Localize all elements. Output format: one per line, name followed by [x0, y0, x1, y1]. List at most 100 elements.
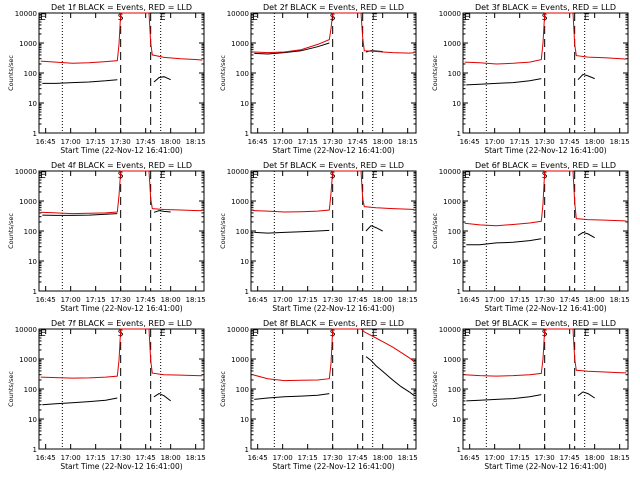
x-axis-label: Start Time (22-Nov-12 16:41:00): [60, 462, 182, 471]
x-tick-label: 18:00: [585, 454, 605, 462]
plot-frame: [38, 170, 205, 292]
y-tick-label: 1000: [443, 356, 461, 364]
marker-label: E: [160, 171, 166, 181]
panel-6: Det 6f BLACK = Events, RED = LLD 1 10 100 10…: [431, 161, 630, 313]
series-lld-line: [464, 12, 627, 65]
y-axis-label: Counts/sec: [7, 55, 15, 91]
y-tick-label: 10: [452, 416, 461, 424]
x-tick-label: 17:45: [348, 296, 368, 304]
x-tick-label: 17:30: [323, 296, 343, 304]
y-axis-label: Counts/sec: [219, 55, 227, 91]
panel-3: Det 3f BLACK = Events, RED = LLD 1 10 100 10…: [431, 3, 630, 155]
y-tick-label: 1: [245, 130, 249, 138]
y-tick-label: 100: [24, 386, 37, 394]
y-tick-label: 1: [245, 446, 249, 454]
x-tick-label: 17:15: [86, 296, 106, 304]
marker-label: E: [40, 329, 46, 339]
panel-5: Det 5f BLACK = Events, RED = LLD 1 10 100 10…: [219, 161, 418, 313]
x-tick-label: 17:30: [323, 138, 343, 146]
plot-frame: [462, 12, 629, 134]
x-tick-label: 16:45: [248, 296, 268, 304]
marker-label: E: [584, 13, 590, 23]
x-tick-label: 17:45: [136, 138, 156, 146]
x-tick-label: 17:45: [136, 454, 156, 462]
series-events-line: [153, 76, 171, 83]
x-tick-label: 17:30: [323, 454, 343, 462]
x-tick-label: 17:15: [86, 454, 106, 462]
y-tick-label: 100: [24, 70, 37, 78]
series-events-line: [254, 229, 330, 234]
y-tick-label: 100: [236, 228, 249, 236]
marker-label: E: [372, 13, 378, 23]
x-tick-label: 16:45: [248, 138, 268, 146]
series-events-line: [254, 393, 330, 400]
x-tick-label: 18:00: [161, 296, 181, 304]
panel-title: Det 4f BLACK = Events, RED = LLD: [51, 161, 192, 170]
marker-label: E: [464, 13, 470, 23]
plot-frame: [250, 12, 417, 134]
panel-title: Det 1f BLACK = Events, RED = LLD: [51, 3, 192, 12]
series-events-line: [153, 393, 172, 402]
series-events-line: [577, 391, 595, 399]
y-tick-label: 10: [452, 258, 461, 266]
panel-4: Det 4f BLACK = Events, RED = LLD 1 10 100 10…: [7, 161, 206, 313]
y-tick-label: 100: [448, 386, 461, 394]
x-tick-label: 17:30: [535, 138, 555, 146]
x-axis-label: Start Time (22-Nov-12 16:41:00): [272, 146, 394, 155]
x-tick-label: 18:00: [373, 454, 393, 462]
x-tick-label: 17:15: [298, 296, 318, 304]
y-tick-label: 10000: [227, 168, 249, 176]
panel-title: Det 6f BLACK = Events, RED = LLD: [475, 161, 616, 170]
y-tick-label: 10000: [15, 326, 37, 334]
y-axis-label: Counts/sec: [431, 371, 439, 407]
marker-label: E: [464, 329, 470, 339]
y-tick-label: 10000: [15, 168, 37, 176]
series-lld-line: [252, 170, 415, 213]
marker-label: E: [252, 13, 258, 23]
series-lld-line: [40, 170, 203, 215]
x-tick-label: 16:45: [36, 296, 56, 304]
series-events-line: [42, 79, 118, 84]
y-tick-label: 10: [28, 258, 37, 266]
marker-label: E: [372, 329, 378, 339]
marker-label: E: [372, 171, 378, 181]
x-tick-label: 17:30: [111, 138, 131, 146]
y-tick-label: 10000: [439, 10, 461, 18]
y-tick-label: 10: [240, 100, 249, 108]
y-tick-label: 1000: [19, 356, 37, 364]
x-tick-label: 17:00: [273, 296, 293, 304]
series-lld-line: [252, 12, 415, 54]
y-tick-label: 100: [236, 70, 249, 78]
x-tick-label: 17:30: [111, 454, 131, 462]
marker-label: E: [40, 171, 46, 181]
x-tick-label: 16:45: [248, 454, 268, 462]
x-tick-label: 17:00: [485, 454, 505, 462]
x-tick-label: 17:00: [61, 454, 81, 462]
plot-frame: [462, 328, 629, 450]
series-lld-line: [40, 12, 203, 64]
x-tick-label: 18:15: [398, 296, 418, 304]
x-tick-label: 18:00: [373, 138, 393, 146]
y-tick-label: 100: [236, 386, 249, 394]
x-tick-label: 18:00: [161, 138, 181, 146]
marker-label: E: [160, 13, 166, 23]
x-tick-label: 17:30: [111, 296, 131, 304]
y-axis-label: Counts/sec: [219, 213, 227, 249]
x-tick-label: 17:45: [348, 454, 368, 462]
marker-label: E: [252, 329, 258, 339]
x-tick-label: 18:15: [610, 296, 630, 304]
x-tick-label: 18:15: [186, 454, 206, 462]
x-axis-label: Start Time (22-Nov-12 16:41:00): [272, 462, 394, 471]
panel-7: Det 7f BLACK = Events, RED = LLD 1 10 100 10…: [7, 319, 206, 471]
series-events-line: [466, 78, 542, 86]
series-events-line: [577, 73, 595, 81]
panel-title: Det 9f BLACK = Events, RED = LLD: [475, 319, 616, 328]
y-tick-label: 1000: [231, 356, 249, 364]
x-tick-label: 17:30: [535, 296, 555, 304]
panel-8: Det 8f BLACK = Events, RED = LLD 1 10 100 10…: [219, 319, 418, 471]
x-axis-label: Start Time (22-Nov-12 16:41:00): [484, 304, 606, 313]
x-axis-label: Start Time (22-Nov-12 16:41:00): [272, 304, 394, 313]
x-tick-label: 18:15: [186, 138, 206, 146]
x-tick-label: 17:00: [61, 296, 81, 304]
panel-9: Det 9f BLACK = Events, RED = LLD 1 10 100 10…: [431, 319, 630, 471]
